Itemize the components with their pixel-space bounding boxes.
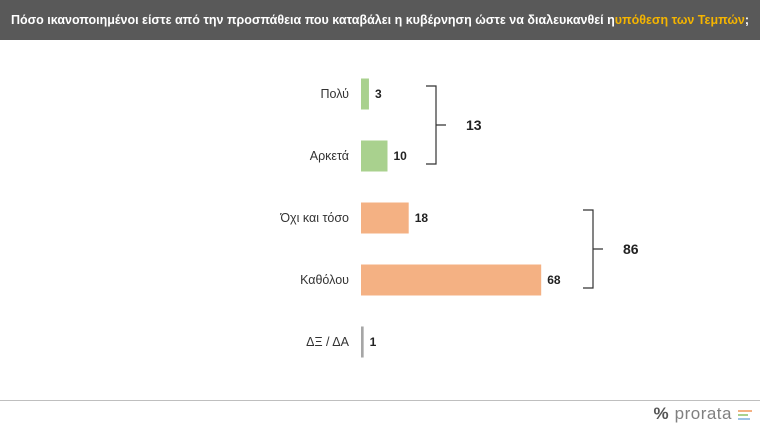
title-suffix: ; <box>744 13 750 27</box>
group-total-label: 13 <box>466 117 482 133</box>
value-label: 68 <box>547 273 561 287</box>
bar <box>361 264 542 296</box>
chart-title: Πόσο ικανοποιημένοι είστε από την προσπά… <box>0 0 760 40</box>
value-label: 18 <box>415 211 429 225</box>
percent-icon: % <box>653 404 669 423</box>
logo-bar <box>738 414 748 416</box>
logo-bars-icon <box>738 410 752 420</box>
title-prefix: Πόσο ικανοποιημένοι είστε από την προσπά… <box>10 13 615 27</box>
value-label: 3 <box>375 87 382 101</box>
title-highlight: υπόθεση των Τεμπών <box>614 13 745 27</box>
bar <box>361 78 369 110</box>
group-total-label: 86 <box>623 241 639 257</box>
footer-divider <box>0 400 760 401</box>
category-label: Καθόλου <box>300 273 349 287</box>
group-bracket <box>426 85 446 165</box>
bar <box>361 326 364 358</box>
bar <box>361 202 409 234</box>
bar <box>361 140 388 172</box>
category-label: Όχι και τόσο <box>279 211 349 225</box>
category-label: Πολύ <box>320 87 349 101</box>
category-label: ΔΞ / ΔΑ <box>306 335 350 349</box>
value-label: 10 <box>394 149 408 163</box>
group-bracket <box>583 209 603 289</box>
logo-bar <box>738 410 752 412</box>
logo-text: prorata <box>674 404 732 423</box>
bar-chart: Πολύ 3 Αρκετά 10 Όχι και τόσο 18 Καθόλου 68 ΔΞ /… <box>279 78 639 358</box>
value-label: 1 <box>370 335 377 349</box>
prorata-logo: % prorata <box>653 402 752 426</box>
logo-bar <box>738 418 750 420</box>
category-label: Αρκετά <box>310 149 349 163</box>
